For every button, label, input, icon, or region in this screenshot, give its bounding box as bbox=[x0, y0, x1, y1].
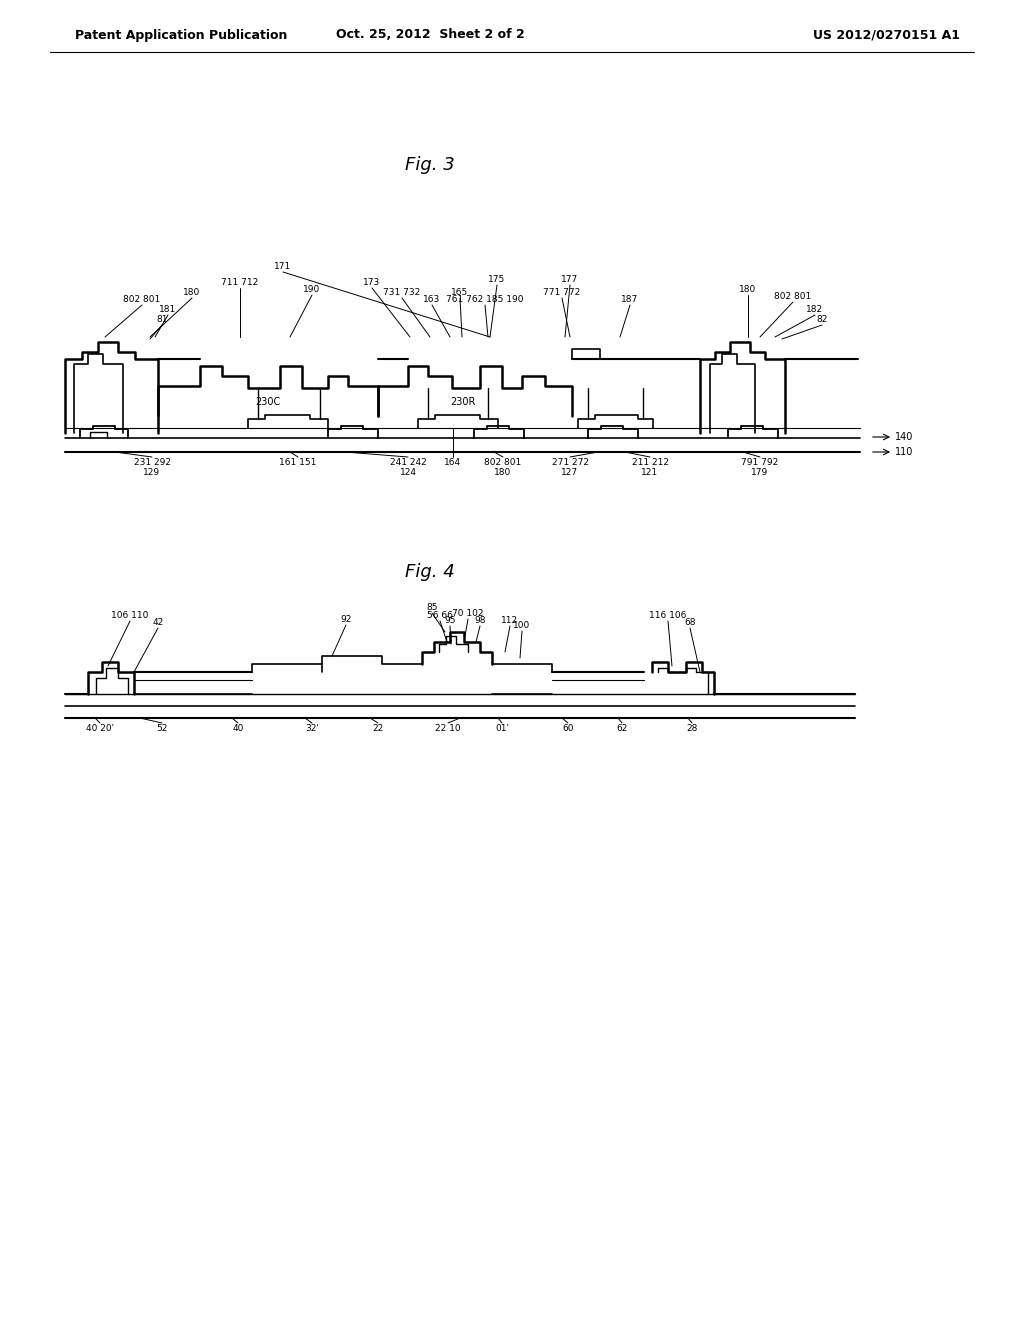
Text: 116 106: 116 106 bbox=[649, 611, 687, 620]
Text: 98: 98 bbox=[474, 616, 485, 624]
Text: 175: 175 bbox=[488, 275, 506, 284]
Text: 165: 165 bbox=[452, 288, 469, 297]
Text: 791 792: 791 792 bbox=[741, 458, 778, 467]
Text: 271 272: 271 272 bbox=[552, 458, 589, 467]
Text: 180: 180 bbox=[495, 469, 512, 477]
Text: 230C: 230C bbox=[255, 397, 281, 407]
Text: 180: 180 bbox=[183, 288, 201, 297]
Text: 711 712: 711 712 bbox=[221, 279, 259, 286]
Text: 85: 85 bbox=[426, 603, 437, 612]
Text: 32': 32' bbox=[305, 723, 318, 733]
Text: Fig. 3: Fig. 3 bbox=[406, 156, 455, 174]
Text: 28: 28 bbox=[686, 723, 697, 733]
Text: 802 801: 802 801 bbox=[774, 292, 812, 301]
Text: 140: 140 bbox=[895, 432, 913, 442]
Text: 70 102: 70 102 bbox=[453, 609, 483, 618]
Text: 62: 62 bbox=[616, 723, 628, 733]
Text: 177: 177 bbox=[561, 275, 579, 284]
Text: 124: 124 bbox=[399, 469, 417, 477]
Text: 241 242: 241 242 bbox=[389, 458, 426, 467]
Text: 92: 92 bbox=[340, 615, 351, 624]
Text: 802 801: 802 801 bbox=[484, 458, 521, 467]
Text: 161 151: 161 151 bbox=[280, 458, 316, 467]
Text: 112: 112 bbox=[502, 616, 518, 624]
Text: 100: 100 bbox=[513, 620, 530, 630]
Text: 211 212: 211 212 bbox=[632, 458, 669, 467]
Text: Fig. 4: Fig. 4 bbox=[406, 564, 455, 581]
Text: 181: 181 bbox=[160, 305, 176, 314]
Text: 52: 52 bbox=[157, 723, 168, 733]
Text: 40 20': 40 20' bbox=[86, 723, 114, 733]
Text: 761 762 185 190: 761 762 185 190 bbox=[446, 294, 523, 304]
Text: 230R: 230R bbox=[451, 397, 476, 407]
Text: 802 801: 802 801 bbox=[123, 294, 161, 304]
Text: 771 772: 771 772 bbox=[544, 288, 581, 297]
Text: 731 732: 731 732 bbox=[383, 288, 421, 297]
Polygon shape bbox=[50, 176, 970, 473]
Text: Patent Application Publication: Patent Application Publication bbox=[75, 29, 288, 41]
Text: 164: 164 bbox=[444, 458, 462, 467]
Text: 179: 179 bbox=[752, 469, 769, 477]
Text: 82: 82 bbox=[816, 315, 827, 323]
Text: 129: 129 bbox=[143, 469, 161, 477]
Text: 163: 163 bbox=[423, 294, 440, 304]
Text: 106 110: 106 110 bbox=[112, 611, 148, 620]
Text: 187: 187 bbox=[622, 294, 639, 304]
Text: 60: 60 bbox=[562, 723, 573, 733]
Text: 22 10: 22 10 bbox=[435, 723, 461, 733]
Text: 180: 180 bbox=[739, 285, 757, 294]
Text: 190: 190 bbox=[303, 285, 321, 294]
Text: 182: 182 bbox=[807, 305, 823, 314]
Text: 22: 22 bbox=[373, 723, 384, 733]
Text: 42: 42 bbox=[153, 618, 164, 627]
Text: 81: 81 bbox=[157, 315, 168, 323]
Text: 127: 127 bbox=[561, 469, 579, 477]
Text: Oct. 25, 2012  Sheet 2 of 2: Oct. 25, 2012 Sheet 2 of 2 bbox=[336, 29, 524, 41]
Text: 68: 68 bbox=[684, 618, 695, 627]
Text: 56 66: 56 66 bbox=[427, 611, 453, 620]
Text: 121: 121 bbox=[641, 469, 658, 477]
Text: 110: 110 bbox=[895, 447, 913, 457]
Text: 95: 95 bbox=[444, 616, 456, 624]
Text: 171: 171 bbox=[274, 261, 292, 271]
Text: 173: 173 bbox=[364, 279, 381, 286]
Text: 01': 01' bbox=[495, 723, 509, 733]
Polygon shape bbox=[50, 582, 870, 738]
Text: 231 292: 231 292 bbox=[133, 458, 171, 467]
Text: US 2012/0270151 A1: US 2012/0270151 A1 bbox=[813, 29, 961, 41]
Text: 40: 40 bbox=[232, 723, 244, 733]
